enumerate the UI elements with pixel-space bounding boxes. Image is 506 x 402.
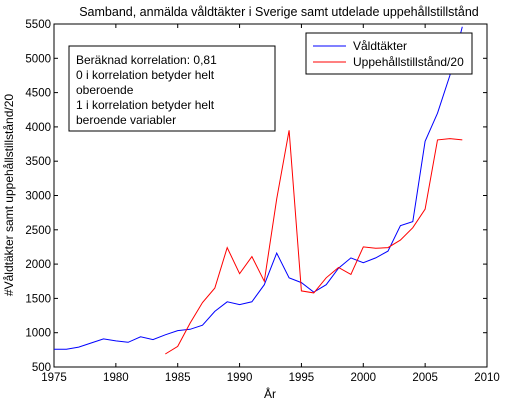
y-axis-tick-labels: 500 1000 1500 2000 2500 3000 3500 4000 4500 5000 5… [25,19,51,374]
x-tick-label: 1980 [103,372,129,384]
y-tick-label: 4500 [25,88,51,100]
correlation-annotation: Beräknad korrelation: 0,81 0 i korrelati… [68,45,276,132]
annotation-line: oberoende [76,83,134,97]
x-axis-tick-labels: 1975 1980 1985 1990 1995 2000 2005 2010 [41,372,500,384]
series-line-uppehallstillstand [165,130,463,355]
y-tick-label: 3000 [25,191,51,203]
axis-ticks [53,23,488,368]
series-lines [54,26,463,355]
annotation-box [68,45,276,132]
y-tick-label: 5500 [25,19,51,31]
y-axis-label: #Våldtäkter samt uppehållstillstånd/20 [2,94,16,296]
x-tick-label: 1995 [289,372,315,384]
y-tick-label: 2500 [25,225,51,237]
legend-box [305,32,473,75]
y-tick-label: 500 [32,362,51,374]
y-tick-label: 1000 [25,328,51,340]
y-tick-label: 5000 [25,53,51,65]
x-tick-label: 2010 [474,372,500,384]
annotation-line: 1 i korrelation betyder helt [76,98,215,112]
x-axis-label: År [264,386,276,401]
x-tick-label: 1985 [165,372,191,384]
annotation-line: beroende variabler [76,113,176,127]
x-tick-label: 2005 [412,372,438,384]
y-tick-label: 2000 [25,259,51,271]
series-line-valdtakter [54,26,463,350]
x-tick-label: 1975 [41,372,67,384]
annotation-line: 0 i korrelation betyder helt [76,68,215,82]
x-tick-label: 2000 [350,372,376,384]
annotation-line: Beräknad korrelation: 0,81 [76,53,217,67]
x-tick-label: 1990 [227,372,253,384]
y-tick-label: 4000 [25,122,51,134]
y-tick-label: 3500 [25,156,51,168]
legend-label-uppehallstillstand: Uppehållstillstånd/20 [353,55,464,69]
legend: Våldtäkter Uppehållstillstånd/20 [305,32,473,75]
chart-title: Samband, anmälda våldtäkter i Sverige sa… [79,5,479,19]
y-tick-label: 1500 [25,293,51,305]
legend-label-valdtakter: Våldtäkter [353,39,407,53]
